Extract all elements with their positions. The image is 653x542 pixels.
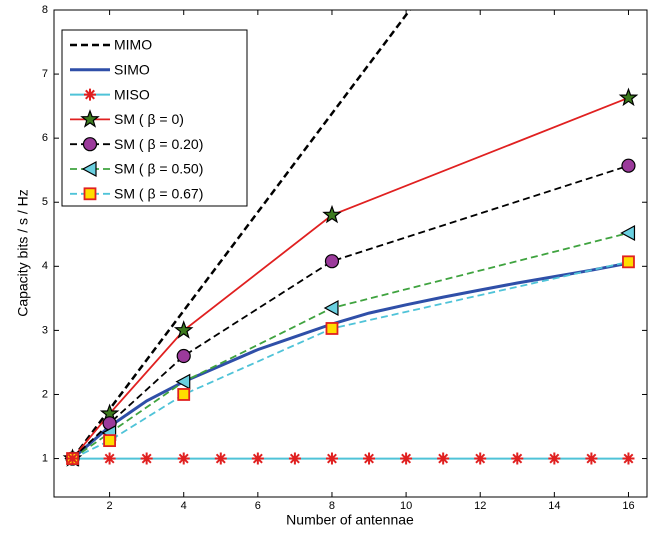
marker xyxy=(437,452,450,465)
legend-label: SM ( β = 0.50) xyxy=(114,161,203,177)
marker xyxy=(622,255,635,269)
marker xyxy=(474,452,487,465)
y-tick-label: 3 xyxy=(42,324,48,336)
marker xyxy=(511,452,524,465)
y-tick-label: 8 xyxy=(42,4,48,16)
marker xyxy=(103,434,116,448)
x-tick-label: 6 xyxy=(255,500,261,512)
marker xyxy=(400,452,413,465)
x-tick-label: 8 xyxy=(329,500,335,512)
legend-label: SIMO xyxy=(114,62,150,78)
marker xyxy=(363,452,376,465)
marker xyxy=(324,254,340,269)
x-tick-label: 14 xyxy=(548,500,560,512)
marker xyxy=(325,322,339,335)
marker xyxy=(82,137,98,152)
marker xyxy=(176,348,191,364)
marker xyxy=(103,452,116,465)
marker xyxy=(177,452,190,465)
marker xyxy=(80,109,100,128)
y-tick-label: 4 xyxy=(42,260,48,272)
marker xyxy=(621,158,636,173)
legend-label: SM ( β = 0.20) xyxy=(114,136,203,152)
x-axis-label: Number of antennae xyxy=(286,512,414,528)
marker-layer xyxy=(62,87,639,467)
marker xyxy=(84,88,96,101)
x-tick-label: 4 xyxy=(181,500,187,512)
marker xyxy=(548,452,561,465)
marker xyxy=(622,452,635,465)
marker xyxy=(177,388,191,401)
legend-label: MIMO xyxy=(114,37,152,53)
series-line xyxy=(72,260,629,460)
marker xyxy=(618,87,639,107)
legend-label: SM ( β = 0.67) xyxy=(114,186,203,202)
series-line xyxy=(71,164,629,460)
y-axis-label: Capacity bits / s / Hz xyxy=(15,189,31,317)
marker xyxy=(175,373,191,390)
marker xyxy=(214,452,227,465)
y-tick-label: 2 xyxy=(42,388,48,400)
marker xyxy=(585,452,598,465)
marker xyxy=(288,452,301,465)
marker xyxy=(173,320,194,339)
legend-label: SM ( β = 0) xyxy=(114,111,184,127)
marker xyxy=(325,452,338,465)
marker xyxy=(81,160,97,178)
plot-frame xyxy=(53,9,648,498)
y-tick-label: 5 xyxy=(42,196,48,208)
y-tick-label: 7 xyxy=(42,68,48,80)
marker xyxy=(620,224,636,241)
y-tick-label: 1 xyxy=(42,452,48,464)
series-line xyxy=(71,261,629,460)
y-tick-label: 6 xyxy=(42,132,48,144)
x-tick-label: 12 xyxy=(474,500,486,512)
marker xyxy=(66,452,79,465)
marker xyxy=(140,452,153,465)
x-tick-label: 16 xyxy=(622,500,634,512)
series-line xyxy=(71,10,411,460)
marker xyxy=(322,204,342,224)
x-tick-label: 2 xyxy=(107,500,113,512)
legend: MIMO SIMO MISO SM ( β = 0) SM ( β = 0.20) SM … xyxy=(61,29,248,207)
x-tick-label: 10 xyxy=(400,500,412,512)
legend-label: MISO xyxy=(114,86,150,102)
marker xyxy=(323,299,339,316)
marker xyxy=(251,452,264,465)
marker xyxy=(83,187,97,201)
